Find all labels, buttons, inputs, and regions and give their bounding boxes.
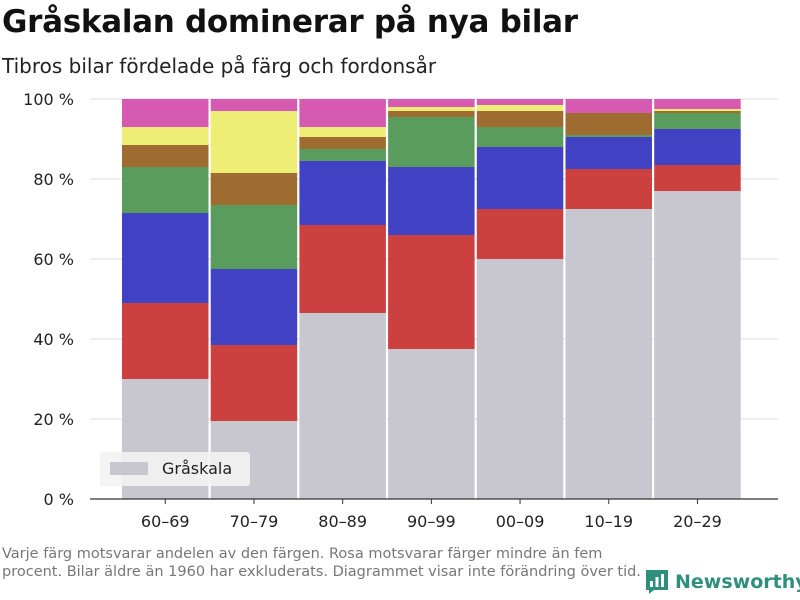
x-tick-label: 20–29 (673, 512, 722, 531)
newsworthy-logo-icon (646, 570, 668, 594)
bar-segment (299, 161, 386, 225)
bar-segment (476, 111, 564, 127)
bar-segment (122, 167, 209, 213)
bar-segment (476, 99, 564, 105)
bar-segment (210, 111, 298, 173)
bar-segment (122, 127, 209, 145)
bar-segment (122, 145, 209, 167)
bar-segment (565, 169, 652, 209)
bar-segment (122, 99, 209, 127)
bar-segment (122, 213, 209, 303)
bar-segment (388, 349, 475, 499)
bar-segment (654, 191, 741, 499)
x-tick-label: 00–09 (496, 512, 545, 531)
legend: Gråskala (100, 452, 250, 486)
axes: 0 % 20 % 40 % 60 % 80 % 100 % 60–69 70–79 80–89 9… (23, 90, 778, 531)
bar-segment (388, 107, 475, 111)
chart-subtitle: Tibros bilar fördelade på färg och fordo… (2, 54, 437, 78)
bar-segment (654, 129, 741, 165)
bar-segment (565, 113, 652, 135)
legend-label: Gråskala (162, 459, 232, 478)
bar-segment (654, 109, 741, 111)
footnote: Varje färg motsvarar andelen av den färg… (2, 546, 641, 580)
x-tick-label: 80–89 (318, 512, 367, 531)
bar-segment (210, 173, 298, 205)
bar-segment (654, 113, 741, 129)
bar-segment (654, 111, 741, 113)
stacked-bar-chart: 0 % 20 % 40 % 60 % 80 % 100 % 60–69 70–79 80–89 9… (23, 90, 778, 531)
bar-segment (388, 111, 475, 117)
bar-segment (565, 137, 652, 169)
bar-segment (476, 259, 564, 499)
bar-segment (210, 345, 298, 421)
bar-segment (476, 147, 564, 209)
bar-segment (476, 127, 564, 147)
brand: Newsworthy (645, 569, 800, 595)
bar-segment (210, 205, 298, 269)
x-tick-label: 70–79 (230, 512, 279, 531)
bar-segment (565, 209, 652, 499)
bar-segment (299, 99, 386, 127)
legend-swatch (110, 462, 148, 475)
bar-segment (299, 225, 386, 313)
y-tick-label: 0 % (44, 490, 74, 509)
brand-name: Newsworthy (675, 571, 800, 593)
bars (122, 99, 741, 499)
bar-segment (388, 235, 475, 349)
bar-segment (565, 135, 652, 137)
y-tick-label: 20 % (33, 410, 74, 429)
x-tick-label: 60–69 (141, 512, 190, 531)
bar-segment (122, 303, 209, 379)
bar-segment (299, 127, 386, 137)
bar-segment (210, 99, 298, 111)
bar-segment (476, 105, 564, 111)
y-tick-label: 80 % (33, 170, 74, 189)
x-tick-label: 90–99 (407, 512, 456, 531)
bar-segment (210, 269, 298, 345)
bar-segment (476, 209, 564, 259)
y-tick-label: 60 % (33, 250, 74, 269)
bar-segment (388, 99, 475, 107)
y-tick-label: 100 % (23, 90, 74, 109)
bar-segment (654, 99, 741, 109)
bar-segment (654, 165, 741, 191)
bar-segment (299, 137, 386, 149)
bar-segment (299, 149, 386, 161)
legend-box (100, 452, 250, 486)
y-tick-label: 40 % (33, 330, 74, 349)
bar-segment (388, 117, 475, 167)
bar-segment (388, 167, 475, 235)
chart-title: Gråskalan dominerar på nya bilar (2, 4, 578, 40)
bar-segment (565, 99, 652, 113)
x-tick-label: 10–19 (584, 512, 633, 531)
bar-segment (299, 313, 386, 499)
